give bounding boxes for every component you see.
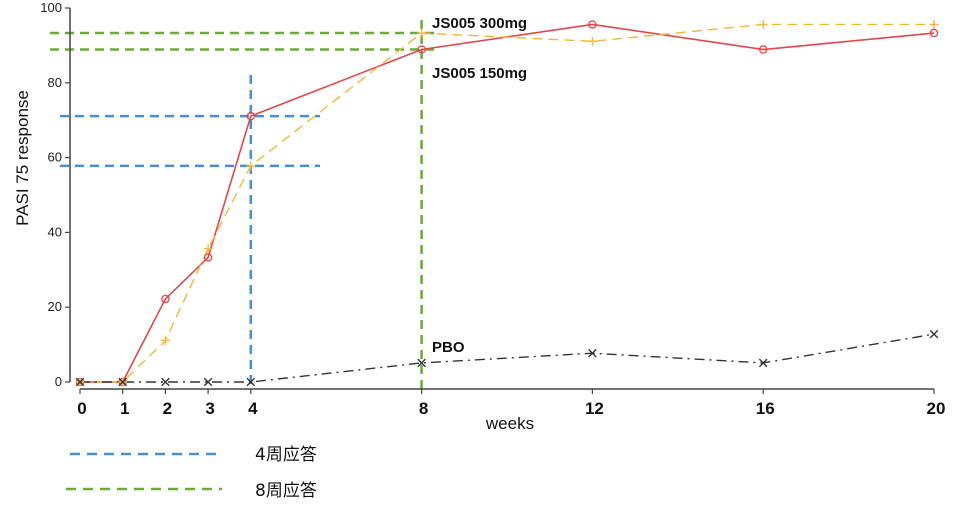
x-tick-label: 3 xyxy=(205,399,214,418)
marker-x xyxy=(929,329,939,339)
x-axis-title: weeks xyxy=(485,414,534,433)
marker-circle xyxy=(588,20,597,29)
marker-x xyxy=(161,377,170,387)
marker-circle xyxy=(758,45,768,54)
x-tick-label: 4 xyxy=(248,399,258,418)
series-line-0 xyxy=(80,23,935,383)
marker-x xyxy=(75,377,85,387)
legend: 4周应答 8周应答 xyxy=(66,445,317,501)
marker-plus xyxy=(417,28,427,38)
y-axis-title: PASI 75 response xyxy=(13,90,32,226)
x-tick-label: 1 xyxy=(120,399,129,418)
marker-x xyxy=(203,377,213,387)
marker-x xyxy=(118,377,127,387)
x-tick-label: 0 xyxy=(77,399,86,418)
legend-label-week8: 8周应答 xyxy=(255,481,317,501)
marker-plus xyxy=(203,244,213,254)
series-label-pbo: PBO xyxy=(432,339,465,356)
y-tick-label: 40 xyxy=(48,224,62,239)
series-labels: JS005 300mg JS005 150mg PBO xyxy=(432,15,527,356)
marker-plus xyxy=(929,19,939,29)
x-tick-label: 16 xyxy=(756,399,775,418)
marker-x xyxy=(588,348,597,358)
legend-label-week4: 4周应答 xyxy=(255,445,317,465)
y-tick-label: 20 xyxy=(48,299,62,314)
marker-x xyxy=(417,358,426,368)
axes xyxy=(69,8,934,390)
marker-circle xyxy=(161,294,170,304)
marker-plus xyxy=(246,161,256,171)
y-tick-label: 80 xyxy=(48,75,62,90)
x-tick-label: 2 xyxy=(163,399,172,418)
x-tick-label: 12 xyxy=(585,399,604,418)
marker-x xyxy=(758,358,768,368)
marker-circle xyxy=(417,45,426,54)
x-tick-label: 8 xyxy=(419,399,428,418)
marker-circle xyxy=(929,28,939,38)
marker-plus xyxy=(587,36,597,46)
marker-plus xyxy=(758,19,768,29)
x-tick-label: 20 xyxy=(927,399,946,418)
marker-circle xyxy=(203,253,213,262)
reference-lines xyxy=(50,20,440,389)
series-label-150mg: JS005 150mg xyxy=(432,65,527,82)
y-tick-label: 60 xyxy=(48,150,62,165)
marker-x xyxy=(246,377,256,387)
series-markers xyxy=(75,19,939,387)
marker-circle xyxy=(246,111,256,121)
y-tick-label: 100 xyxy=(40,0,62,15)
series-label-300mg: JS005 300mg xyxy=(432,15,527,32)
series-line-2 xyxy=(80,333,935,383)
marker-plus xyxy=(160,335,170,345)
y-tick-label: 0 xyxy=(55,374,62,389)
